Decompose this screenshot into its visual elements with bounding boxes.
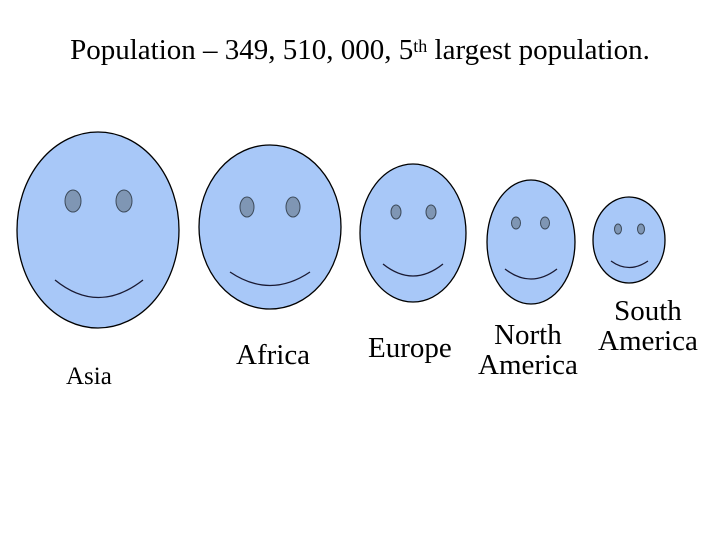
face-north-america-left-eye bbox=[511, 216, 521, 230]
face-asia-smile bbox=[54, 279, 144, 299]
face-north-america bbox=[486, 179, 576, 305]
face-europe-left-eye bbox=[390, 204, 402, 220]
title-text-end: largest population. bbox=[427, 34, 650, 66]
label-south-america: South America bbox=[598, 296, 698, 357]
label-europe: Europe bbox=[368, 332, 452, 364]
title-text-main: Population – 349, 510, 000, 5 bbox=[70, 34, 414, 66]
face-south-america-left-eye bbox=[614, 223, 622, 235]
face-north-america-head bbox=[486, 179, 576, 305]
face-africa-left-eye bbox=[239, 196, 255, 218]
face-south-america-right-eye bbox=[637, 223, 645, 235]
face-europe-head bbox=[359, 163, 467, 303]
face-south-america-head bbox=[592, 196, 666, 284]
face-africa-right-eye bbox=[285, 196, 301, 218]
face-europe-smile bbox=[382, 263, 444, 277]
face-africa-head bbox=[198, 144, 342, 310]
face-africa bbox=[198, 144, 342, 310]
face-asia bbox=[16, 131, 180, 329]
face-asia-left-eye bbox=[64, 189, 82, 213]
face-north-america-right-eye bbox=[540, 216, 550, 230]
label-south-america-line-1: South bbox=[614, 295, 682, 327]
label-asia: Asia bbox=[66, 363, 112, 390]
label-north-america-line-2: America bbox=[478, 349, 578, 382]
label-south-america-line-2: America bbox=[598, 325, 698, 358]
face-europe bbox=[359, 163, 467, 303]
label-north-america: North America bbox=[478, 320, 578, 381]
label-africa: Africa bbox=[236, 339, 311, 371]
face-asia-head bbox=[16, 131, 180, 329]
face-south-america bbox=[592, 196, 666, 284]
page-title: Population – 349, 510, 000, 5th largest … bbox=[0, 30, 720, 70]
label-north-america-line-1: North bbox=[494, 319, 562, 351]
title-superscript: th bbox=[413, 36, 428, 56]
face-asia-right-eye bbox=[115, 189, 133, 213]
face-europe-right-eye bbox=[425, 204, 437, 220]
face-north-america-smile bbox=[504, 268, 558, 280]
face-south-america-smile bbox=[610, 260, 649, 269]
face-africa-smile bbox=[229, 271, 311, 287]
